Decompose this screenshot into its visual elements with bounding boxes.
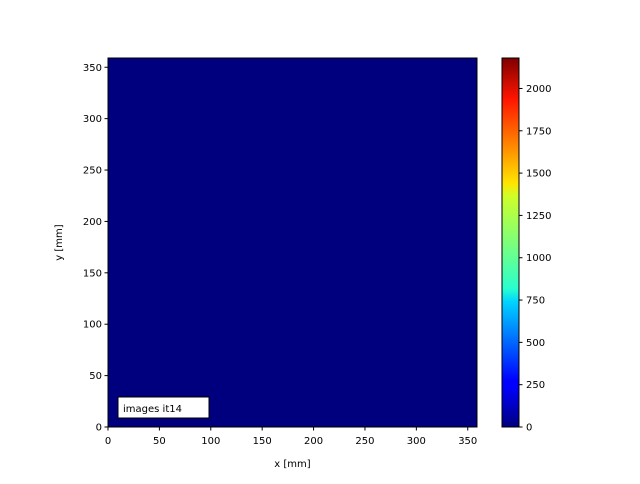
y-tick-label: 50 — [89, 371, 102, 382]
colorbar-tick-label: 250 — [526, 380, 545, 391]
annotation-text: images it14 — [123, 404, 182, 415]
plot-frame — [107, 57, 478, 428]
colorbar-tick-label: 2000 — [526, 84, 551, 95]
colorbar-tick-label: 1250 — [526, 211, 551, 222]
x-tick-label: 0 — [105, 436, 111, 447]
x-tick-label: 300 — [407, 436, 426, 447]
x-axis-label: x [mm] — [274, 459, 310, 470]
colorbar-tick-label: 1500 — [526, 169, 551, 180]
y-tick-label: 100 — [83, 320, 102, 331]
colorbar-tick-label: 500 — [526, 338, 545, 349]
y-tick-label: 0 — [96, 423, 102, 434]
x-tick-label: 150 — [253, 436, 272, 447]
y-tick-label: 300 — [83, 114, 102, 125]
x-tick-label: 100 — [201, 436, 220, 447]
heatmap-field — [108, 58, 477, 427]
y-tick-label: 200 — [83, 217, 102, 228]
y-tick-label: 150 — [83, 268, 102, 279]
colorbar — [501, 57, 520, 428]
x-tick-label: 250 — [355, 436, 374, 447]
y-tick-label: 250 — [83, 166, 102, 177]
y-axis-label: y [mm] — [54, 224, 65, 260]
colorbar-tick-label: 1000 — [526, 253, 551, 264]
x-tick-label: 350 — [458, 436, 477, 447]
x-tick-label: 50 — [153, 436, 166, 447]
colorbar-tick-label: 0 — [526, 423, 532, 434]
colorbar-tick-label: 750 — [526, 296, 545, 307]
y-tick-label: 350 — [83, 63, 102, 74]
annotation-box: images it14 — [117, 396, 210, 419]
colorbar-tick-label: 1750 — [526, 126, 551, 137]
x-tick-label: 200 — [304, 436, 323, 447]
